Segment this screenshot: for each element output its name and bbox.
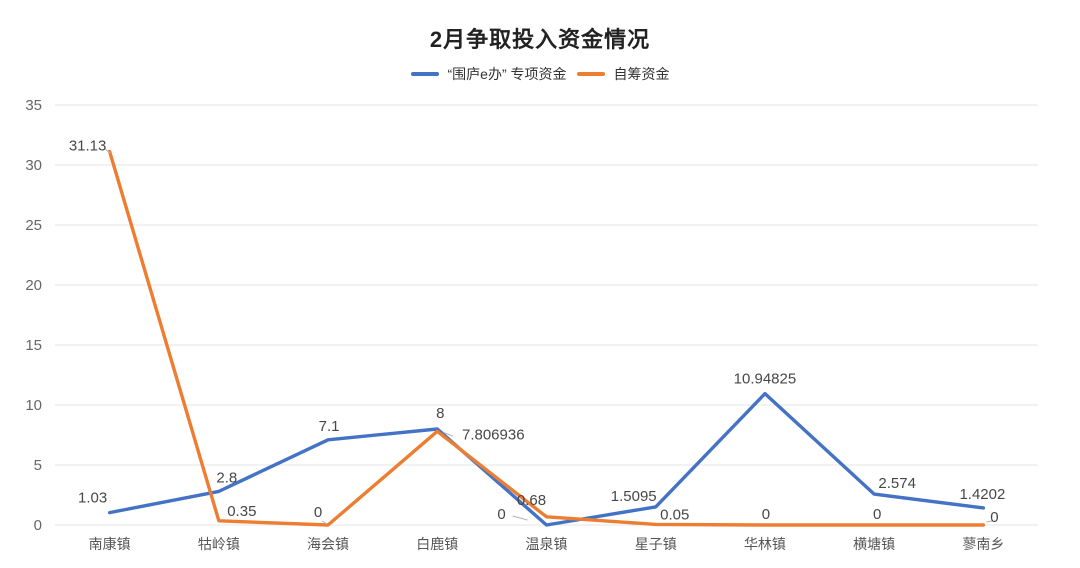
data-label: 0 — [314, 504, 322, 521]
x-axis-category-label: 华林镇 — [744, 536, 786, 552]
data-label: 2.574 — [878, 475, 916, 492]
y-axis-tick-label: 20 — [25, 277, 42, 294]
legend-label-special-fund: “围庐e办” 专项资金 — [447, 66, 567, 82]
x-axis-category-label: 蓼南乡 — [962, 536, 1004, 552]
data-label: 0 — [873, 506, 881, 523]
legend-line-swatch-blue — [410, 72, 439, 76]
x-axis-category-label: 海会镇 — [307, 536, 349, 552]
y-axis-tick-label: 25 — [25, 217, 42, 234]
data-label: 7.806936 — [462, 426, 525, 443]
x-axis-category-label: 南康镇 — [89, 536, 131, 552]
data-label: 0.68 — [517, 492, 546, 509]
label-leader-line — [512, 515, 528, 521]
x-axis-category-label: 温泉镇 — [526, 536, 568, 552]
data-label: 1.5095 — [611, 488, 657, 505]
legend-label-self-raised-fund: 自筹资金 — [613, 66, 670, 82]
chart-legend: “围庐e办” 专项资金 自筹资金 — [0, 64, 1080, 84]
data-label: 0.05 — [660, 506, 689, 523]
y-axis-tick-label: 10 — [25, 397, 42, 414]
y-axis-tick-label: 5 — [34, 457, 42, 474]
label-leader-line — [986, 520, 993, 523]
legend-item-self-raised-fund: 自筹资金 — [576, 64, 670, 84]
y-axis-tick-label: 15 — [25, 337, 42, 354]
data-label: 8 — [436, 405, 444, 422]
data-label: 0 — [497, 506, 505, 523]
data-label: 0 — [762, 506, 770, 523]
x-axis-category-label: 横塘镇 — [853, 536, 895, 552]
series-line-1 — [107, 149, 986, 527]
series-line-0 — [107, 391, 986, 527]
label-leader-line — [105, 149, 111, 154]
x-axis-category-label: 星子镇 — [635, 536, 677, 552]
chart-title: 2月争取投入资金情况 — [429, 27, 651, 52]
data-label: 1.4202 — [959, 486, 1005, 503]
y-axis-tick-label: 0 — [34, 517, 42, 534]
data-label: 31.13 — [69, 137, 107, 154]
data-label: 1.03 — [78, 490, 107, 507]
data-label: 0 — [990, 509, 998, 526]
label-leader-line — [321, 520, 328, 525]
y-axis-tick-label: 35 — [25, 97, 42, 114]
legend-item-special-fund: “围庐e办” 专项资金 — [410, 64, 567, 84]
data-label: 7.1 — [319, 418, 340, 435]
data-label: 2.8 — [216, 469, 237, 486]
x-axis-category-label: 牯岭镇 — [198, 536, 240, 552]
x-axis-category-label: 白鹿镇 — [416, 536, 458, 552]
data-label: 0.35 — [227, 503, 256, 520]
data-label: 10.94825 — [734, 371, 797, 388]
legend-line-swatch-orange — [576, 72, 605, 76]
label-leader-line — [443, 431, 454, 437]
y-axis-tick-label: 30 — [25, 157, 42, 174]
